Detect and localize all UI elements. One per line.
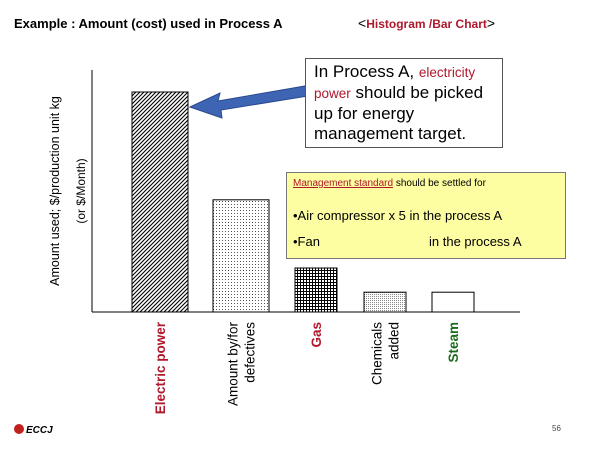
y-axis-label: Amount used; $/production unit kg bbox=[48, 96, 62, 286]
x-tick-label-4-0: Steam bbox=[446, 322, 461, 363]
management-item-air-compressor: •Air compressor x 5 in the process A bbox=[293, 208, 503, 223]
callout-arrow bbox=[188, 85, 309, 119]
bar-1 bbox=[212, 199, 270, 313]
chart-type-label: <Histogram /Bar Chart> bbox=[358, 15, 495, 31]
callout-line-2: power should be picked bbox=[314, 83, 494, 104]
logo-mark-icon bbox=[14, 424, 24, 434]
x-tick-label-0-0: Electric power bbox=[153, 321, 168, 414]
management-heading: Management standard should be settled fo… bbox=[293, 178, 486, 189]
bars-group bbox=[131, 91, 475, 313]
management-item-fan-location: in the process A bbox=[429, 234, 522, 249]
x-tick-label-1-0: Amount by/for bbox=[226, 322, 241, 407]
x-tick-label-3-0: Chemicals bbox=[370, 322, 385, 385]
management-heading-underlined: Management standard bbox=[293, 178, 394, 189]
x-tick-label-3-1: added bbox=[387, 322, 402, 360]
bar-0 bbox=[131, 91, 189, 313]
eccj-logo: ECCJ bbox=[14, 424, 53, 436]
callout-highlight: electricity bbox=[418, 65, 476, 80]
slide-title: Example : Amount (cost) used in Process … bbox=[14, 16, 283, 31]
page-number: 56 bbox=[552, 424, 561, 433]
bar-2 bbox=[294, 267, 338, 313]
subtitle-close-bracket: > bbox=[486, 15, 496, 31]
management-heading-rest: should be settled for bbox=[393, 178, 486, 189]
management-item-fan: •Fan bbox=[293, 234, 320, 249]
subtitle-text: Histogram /Bar Chart bbox=[366, 17, 487, 31]
x-tick-labels: Electric power Amount by/for defectives Gas… bbox=[153, 321, 461, 414]
callout-line-3: up for energy bbox=[314, 104, 415, 123]
logo-text: ECCJ bbox=[26, 425, 53, 436]
subtitle-open-bracket: < bbox=[358, 15, 367, 31]
x-tick-label-2-0: Gas bbox=[309, 322, 324, 348]
callout-line-1: In Process A, electricity bbox=[314, 62, 494, 83]
callout-text: should be picked bbox=[350, 83, 484, 102]
management-standard-box: Management standard should be settled fo… bbox=[286, 172, 566, 259]
callout-highlight: power bbox=[314, 86, 351, 101]
callout-box: In Process A, electricity power should b… bbox=[305, 58, 503, 148]
callout-text: In Process A, bbox=[314, 62, 419, 81]
y-axis-label-unit: (or $/Month) bbox=[74, 158, 88, 223]
callout-line-4: management target. bbox=[314, 124, 467, 143]
bar-4 bbox=[431, 291, 475, 313]
x-tick-label-1-1: defectives bbox=[243, 322, 258, 383]
bar-3 bbox=[363, 291, 407, 313]
